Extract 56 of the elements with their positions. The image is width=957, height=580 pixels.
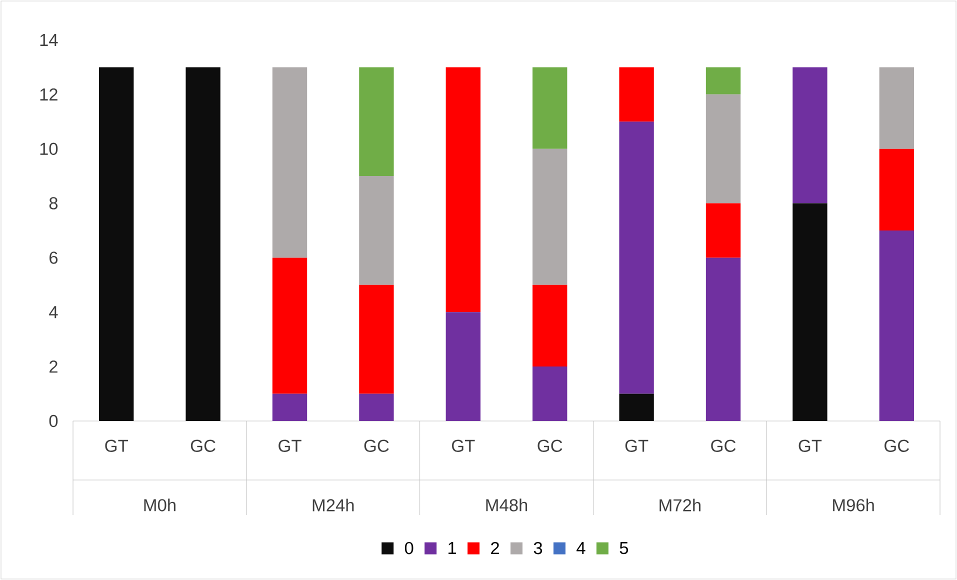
bar: [446, 312, 480, 421]
text: M0h: [144, 498, 176, 512]
bar: [879, 148, 914, 230]
bar: [272, 394, 308, 421]
bar: [792, 203, 828, 421]
bar: [446, 67, 480, 312]
text: M72h: [660, 498, 700, 512]
bar: [706, 67, 741, 94]
text: M48h: [486, 498, 528, 512]
x-tick-label: GT: [452, 440, 475, 452]
bar: [879, 67, 914, 149]
text: M24h: [312, 498, 354, 512]
x-tick-label: GC: [190, 440, 216, 452]
bar: [532, 284, 568, 367]
bar: [359, 394, 394, 421]
legend-label: 1: [448, 542, 456, 554]
x-tick-label: GT: [798, 440, 822, 452]
legend-label: 4: [576, 542, 586, 554]
legend-label: 3: [534, 542, 542, 554]
x-tick-label: GT: [105, 440, 128, 452]
y-tick-label: 8: [49, 197, 58, 210]
legend-label: 2: [491, 542, 499, 554]
y-tick-label: 14: [40, 34, 58, 46]
y-tick-label: 2: [50, 360, 58, 373]
bar: [532, 366, 568, 421]
bar: [359, 284, 394, 394]
x-tick-label: GC: [538, 440, 562, 452]
bar: [532, 67, 568, 149]
x-tick-label: GC: [711, 440, 736, 452]
y-tick-label: 12: [40, 88, 58, 100]
x-tick-label: GC: [364, 440, 389, 452]
bar: [792, 67, 828, 204]
bar: [532, 148, 568, 285]
bar: [99, 67, 134, 421]
y-tick-label: 10: [40, 142, 58, 155]
legend-label: 5: [620, 542, 628, 554]
bar: [706, 258, 741, 421]
y-tick-label: 6: [50, 252, 58, 264]
bar: [359, 176, 394, 285]
legend-label: 0: [404, 542, 414, 554]
bar: [706, 203, 741, 258]
x-tick-label: GT: [278, 440, 302, 452]
bar: [619, 122, 654, 394]
bar: [706, 94, 741, 204]
y-tick-label: 4: [49, 306, 58, 318]
bar: [186, 67, 220, 421]
bar: [272, 258, 308, 394]
bar: [359, 67, 394, 176]
x-tick-label: GT: [625, 440, 648, 452]
bar: [272, 67, 308, 258]
bar: [619, 394, 654, 421]
bar: [879, 230, 914, 421]
y-tick-label: 0: [49, 414, 58, 428]
x-tick-label: GC: [884, 440, 909, 452]
text: M96h: [833, 498, 874, 512]
bar: [619, 67, 654, 122]
